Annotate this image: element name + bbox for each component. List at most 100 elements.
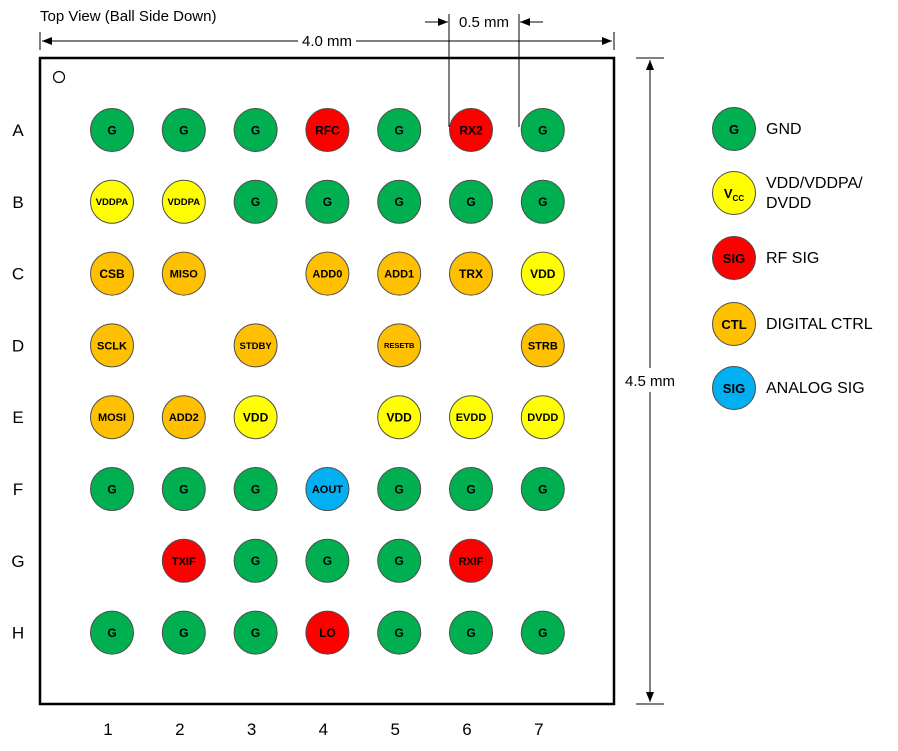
legend-swatch <box>712 171 756 215</box>
ball-d5: RESETB <box>377 323 422 368</box>
ball-circle <box>377 538 422 583</box>
ball-e2: ADD2 <box>161 395 206 440</box>
ball-a5: G <box>377 108 422 152</box>
ball-c6: TRX <box>449 251 493 296</box>
ball-circle <box>449 251 493 296</box>
ball-c4: ADD0 <box>305 251 350 296</box>
legend-symbol: SIG <box>723 381 745 396</box>
ball-label: DVDD <box>527 412 558 424</box>
height-label: 4.5 mm <box>625 373 675 390</box>
ball-circle <box>520 108 565 152</box>
ball-label: VDD <box>243 411 269 425</box>
ball-label: G <box>251 554 260 568</box>
ball-label: STDBY <box>239 341 272 352</box>
ball-circle <box>161 108 206 152</box>
legend-symbol: G <box>729 122 739 137</box>
legend-symbol: VCC <box>724 186 744 203</box>
ball-b3: G <box>233 179 278 224</box>
ball-circle <box>90 108 134 152</box>
ball-circle <box>377 179 422 224</box>
ball-g2: TXIF <box>161 538 206 583</box>
ball-g5: G <box>377 538 422 583</box>
legend-item-gnd: G GND <box>712 107 802 151</box>
ball-circle <box>90 323 134 368</box>
row-label-e: E <box>12 408 23 427</box>
ball-a3: G <box>233 108 278 152</box>
ball-label: G <box>395 195 404 209</box>
ball-f7: G <box>520 467 565 511</box>
ball-circle <box>233 610 278 655</box>
legend-item-digital-ctrl: CTL DIGITAL CTRL <box>712 302 873 346</box>
ball-label: G <box>323 554 332 568</box>
row-labels: A B C D E F G H <box>11 121 24 643</box>
legend-item-analog-sig: SIG ANALOG SIG <box>712 366 865 410</box>
ball-circle <box>305 179 350 224</box>
legend-label: ANALOG SIG <box>766 380 865 397</box>
ball-b2: VDDPA <box>161 179 206 224</box>
ball-circle <box>161 610 206 655</box>
ball-circle <box>377 395 422 440</box>
ball-label: G <box>395 123 404 137</box>
ball-label: G <box>538 626 547 640</box>
ball-h5: G <box>377 610 422 655</box>
ball-circle <box>520 395 565 440</box>
ball-label: G <box>538 482 547 496</box>
ball-label: G <box>466 626 475 640</box>
ball-b5: G <box>377 179 422 224</box>
ball-label: RESETB <box>384 341 415 350</box>
ball-g4: G <box>305 538 350 583</box>
column-label-6: 6 <box>462 720 471 739</box>
ball-circle <box>305 467 350 511</box>
ball-a1: G <box>90 108 134 152</box>
ball-d3: STDBY <box>233 323 278 368</box>
ball-b6: G <box>449 179 493 224</box>
ball-circle <box>449 108 493 152</box>
ball-label: RFC <box>315 123 340 137</box>
ball-circle <box>520 610 565 655</box>
ball-label: G <box>395 482 404 496</box>
column-labels: 1 2 3 4 5 6 7 <box>103 720 543 739</box>
ball-h1: G <box>90 610 134 655</box>
legend-item-rf-sig: SIG RF SIG <box>712 236 819 280</box>
ball-circle <box>305 108 350 152</box>
legend: G GND VCC VDD/VDDPA/DVDD SIG RF SIG CTL DIGITAL… <box>712 107 873 410</box>
column-label-7: 7 <box>534 720 543 739</box>
column-label-3: 3 <box>247 720 256 739</box>
ball-circle <box>305 251 350 296</box>
ball-grid: G G G RFC G RX2 G VDDPA VDDPA G G G G G CSB MISO ADD0 ADD… <box>90 108 565 655</box>
row-label-h: H <box>12 624 24 643</box>
ball-f5: G <box>377 467 422 511</box>
ball-c5: ADD1 <box>377 251 422 296</box>
ball-f6: G <box>449 467 493 511</box>
ball-h4: LO <box>305 610 350 655</box>
pin1-marker <box>52 70 66 84</box>
ball-circle <box>233 108 278 152</box>
ball-circle <box>233 323 278 368</box>
ball-d7: STRB <box>520 323 565 368</box>
ball-circle <box>377 323 422 368</box>
ball-h2: G <box>161 610 206 655</box>
ball-label: LO <box>319 626 336 640</box>
ball-label: TXIF <box>172 556 196 568</box>
ball-e3: VDD <box>233 395 278 440</box>
ball-g6: RXIF <box>449 538 493 583</box>
ball-e5: VDD <box>377 395 422 440</box>
ball-circle <box>305 610 350 655</box>
ball-label: RX2 <box>459 123 483 137</box>
ball-label: AOUT <box>312 484 343 496</box>
ball-a6: RX2 <box>449 108 493 152</box>
ball-e6: EVDD <box>449 395 493 440</box>
ball-circle <box>377 467 422 511</box>
package-outline <box>38 56 616 706</box>
row-label-a: A <box>12 121 24 140</box>
ball-label: G <box>251 123 260 137</box>
ball-circle <box>449 610 493 655</box>
ball-label: G <box>466 195 475 209</box>
legend-label: GND <box>766 121 802 138</box>
ball-circle <box>449 395 493 440</box>
legend-label: RF SIG <box>766 250 819 267</box>
ball-e1: MOSI <box>90 395 134 440</box>
ball-circle <box>90 610 134 655</box>
column-label-5: 5 <box>390 720 399 739</box>
